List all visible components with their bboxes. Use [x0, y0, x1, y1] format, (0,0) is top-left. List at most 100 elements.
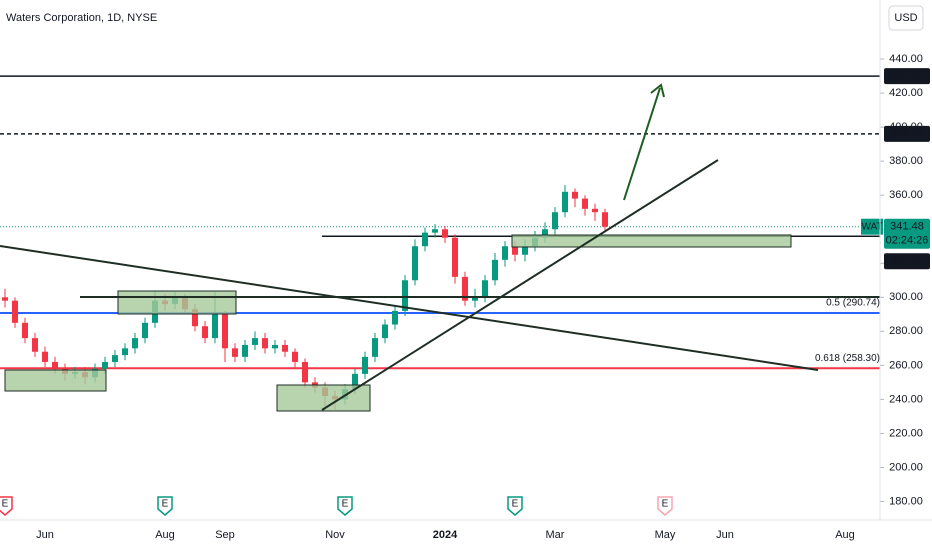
candle-body — [552, 212, 558, 230]
arrow — [623, 87, 661, 201]
candle-body — [12, 300, 18, 323]
candle-body — [602, 212, 608, 227]
candle-body — [232, 348, 238, 357]
candle-body — [192, 309, 198, 327]
drawings — [0, 83, 880, 412]
candle-body — [142, 322, 148, 339]
zone — [117, 290, 237, 315]
candle-body — [512, 246, 518, 255]
event-label: E — [512, 499, 519, 510]
last-price-tag-bg — [884, 218, 930, 249]
candle-body — [362, 356, 368, 374]
event-icon — [337, 496, 353, 516]
candle-body — [302, 361, 308, 383]
candle-body — [402, 280, 408, 311]
candle-body — [132, 338, 138, 349]
price-tag-bg — [884, 253, 930, 270]
price-tag: 430.00 — [890, 70, 924, 82]
candle-body — [212, 314, 218, 339]
y-tick-label: 240.00 — [889, 393, 923, 405]
candle-body — [592, 208, 598, 213]
candle-body — [372, 338, 378, 357]
x-tick-label: Aug — [835, 529, 855, 541]
y-tick-label: 420.00 — [889, 87, 923, 99]
candle-body — [382, 324, 388, 339]
candle-body — [392, 310, 398, 325]
candle-body — [422, 232, 428, 247]
y-tick-label: 360.00 — [889, 189, 923, 201]
candle-body — [582, 198, 588, 209]
event-label: E — [342, 499, 349, 510]
trend-line — [0, 245, 819, 371]
symbol-tag-bg — [861, 218, 883, 235]
y-tick-label: 280.00 — [889, 325, 923, 337]
candle-body — [472, 297, 478, 301]
candle-body — [542, 229, 548, 238]
y-tick-label: 200.00 — [889, 461, 923, 473]
x-tick-label: 2024 — [433, 529, 458, 541]
y-tick-label: 380.00 — [889, 155, 923, 167]
price-tag: 335.85 — [890, 255, 924, 267]
y-tick-label: 180.00 — [889, 495, 923, 507]
candle-body — [42, 351, 48, 362]
event-label: E — [662, 499, 669, 510]
candle-body — [222, 314, 228, 349]
candle-body — [242, 344, 248, 357]
x-tick-label: Jun — [716, 529, 734, 541]
x-tick-label: Sep — [215, 529, 235, 541]
candle-body — [2, 297, 8, 301]
candle-body — [292, 351, 298, 362]
fib-label: 0.618 (258.30) — [815, 353, 880, 364]
candle-body — [462, 276, 468, 301]
candle-body — [102, 361, 108, 369]
countdown: 02:24:26 — [886, 235, 929, 247]
event-icon — [507, 496, 523, 516]
event-icon — [657, 496, 673, 516]
candle-body — [202, 326, 208, 339]
chart-title: Waters Corporation, 1D, NYSE — [6, 12, 157, 24]
candle-body — [492, 259, 498, 281]
x-tick-label: Aug — [155, 529, 175, 541]
candle-body — [262, 338, 268, 349]
zone — [511, 234, 792, 248]
candle-body — [432, 229, 438, 233]
candle-body — [272, 344, 278, 349]
price-tag: 396.06 — [890, 128, 924, 140]
event-label: E — [162, 499, 169, 510]
top-layer: 180.00 200.00 220.00 240.00 260.00 280.00 300.… — [0, 53, 930, 541]
candle-body — [282, 344, 288, 352]
x-tick-label: Nov — [325, 529, 345, 541]
candle-body — [572, 191, 578, 199]
symbol-tag: WAT — [861, 221, 882, 232]
y-tick-label: 440.00 — [889, 53, 923, 65]
candle-body — [452, 237, 458, 277]
candle-body — [442, 229, 448, 238]
price-tag-bg — [884, 68, 930, 85]
x-tick-label: Mar — [546, 529, 565, 541]
marks-layer — [2, 184, 608, 410]
price-tag-bg — [884, 125, 930, 142]
currency-box[interactable] — [888, 5, 924, 31]
y-tick-label: 260.00 — [889, 359, 923, 371]
arrow-head — [650, 83, 665, 98]
trend-line — [321, 159, 719, 411]
candle-body — [112, 355, 118, 362]
event-icon — [157, 496, 173, 516]
candle-body — [32, 338, 38, 352]
event-icon — [0, 496, 13, 516]
fib-label: 0.5 (290.74) — [826, 298, 880, 309]
candle-body — [562, 191, 568, 213]
candle-body — [522, 246, 528, 255]
candle-body — [412, 246, 418, 281]
last-price: 341.48 — [890, 221, 924, 233]
x-tick-label: May — [655, 529, 676, 541]
candle-body — [252, 338, 258, 345]
candle-body — [122, 348, 128, 356]
candle-body — [502, 246, 508, 260]
currency: USD — [894, 12, 917, 24]
candle-body — [52, 361, 58, 369]
candle-body — [22, 322, 28, 339]
zone — [4, 369, 107, 392]
